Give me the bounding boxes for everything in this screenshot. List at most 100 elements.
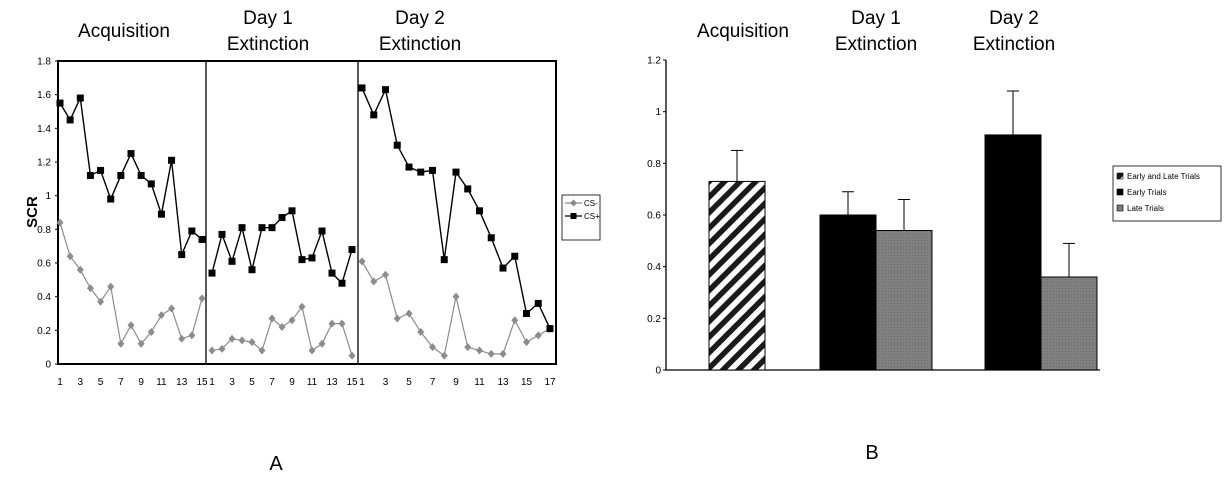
x-tick-label: 9 bbox=[289, 377, 295, 388]
data-point-cs-minus bbox=[66, 252, 74, 261]
data-point-cs-minus bbox=[56, 218, 64, 227]
legend-swatch bbox=[1116, 204, 1124, 212]
legend-label: Early and Late Trials bbox=[1127, 172, 1200, 181]
data-point-cs-minus bbox=[308, 346, 316, 355]
legend-swatch bbox=[1116, 188, 1124, 196]
group-title: Extinction bbox=[973, 34, 1055, 55]
y-tick-label: 0.4 bbox=[647, 262, 661, 273]
bar-early-trials bbox=[984, 134, 1042, 371]
data-point-cs-minus bbox=[127, 321, 135, 330]
x-tick-label: 7 bbox=[430, 377, 436, 388]
data-point-cs-plus bbox=[328, 269, 336, 277]
data-point-cs-minus bbox=[147, 328, 155, 337]
y-tick-label: 0.6 bbox=[37, 259, 51, 270]
data-point-cs-minus bbox=[137, 339, 145, 348]
data-point-cs-plus bbox=[338, 279, 346, 287]
y-tick-label: 1 bbox=[45, 191, 51, 202]
x-tick-label: 9 bbox=[453, 377, 459, 388]
data-point-cs-minus bbox=[76, 265, 84, 274]
data-point-cs-plus bbox=[228, 257, 236, 265]
panel-label-a: A bbox=[269, 453, 283, 473]
x-tick-label: 7 bbox=[118, 377, 124, 388]
x-tick-label: 11 bbox=[307, 377, 318, 388]
y-tick-label: 0 bbox=[655, 366, 661, 377]
x-tick-label: 5 bbox=[406, 377, 412, 388]
x-tick-label: 7 bbox=[269, 377, 275, 388]
data-point-cs-minus bbox=[348, 351, 356, 360]
data-point-cs-plus bbox=[298, 256, 306, 264]
y-tick-label: 1.4 bbox=[37, 124, 51, 135]
data-point-cs-minus bbox=[258, 346, 266, 355]
data-point-cs-plus bbox=[308, 254, 316, 262]
data-point-cs-plus bbox=[168, 156, 176, 164]
y-tick-label: 0.6 bbox=[647, 211, 661, 222]
data-point-cs-plus bbox=[499, 264, 507, 272]
data-point-cs-plus bbox=[278, 214, 286, 222]
y-tick-label: 1.6 bbox=[37, 90, 51, 101]
data-point-cs-plus bbox=[348, 246, 356, 254]
data-point-cs-plus bbox=[258, 224, 266, 232]
data-point-cs-plus bbox=[208, 269, 216, 277]
x-tick-label: 3 bbox=[383, 377, 389, 388]
data-point-cs-plus bbox=[382, 86, 389, 94]
data-point-cs-minus bbox=[452, 292, 460, 301]
data-point-cs-minus bbox=[178, 334, 186, 343]
data-point-cs-plus bbox=[358, 84, 366, 92]
data-point-cs-minus bbox=[107, 282, 115, 291]
legend-box-b bbox=[1112, 165, 1222, 222]
group-title: Day 2 bbox=[989, 8, 1039, 29]
data-point-cs-plus bbox=[157, 210, 165, 218]
legend-b: Early and Late Trials Early Trials Late Tr… bbox=[1112, 165, 1222, 222]
data-point-cs-plus bbox=[238, 224, 246, 232]
series-line-cs-minus bbox=[361, 261, 551, 357]
y-tick-label: 1.8 bbox=[37, 57, 51, 68]
panel-b-bar-chart: 0 0.2 0.4 0.6 0.8 1 1.2 Acquisition Day 1 Extinct… bbox=[647, 8, 1222, 464]
data-point-cs-plus bbox=[288, 207, 296, 215]
y-tick-label: 0.4 bbox=[37, 292, 51, 303]
data-point-cs-minus bbox=[248, 338, 256, 347]
data-point-cs-minus bbox=[188, 331, 196, 340]
bar-early-and-late-trials bbox=[708, 180, 766, 371]
x-tick-label: 11 bbox=[156, 377, 167, 388]
panel-a-line-chart: 0 0.2 0.4 0.6 0.8 1 1.2 1.4 1.6 1.8 SCR Acquisition… bbox=[24, 8, 601, 475]
legend-a: CS- CS+ bbox=[561, 194, 601, 241]
group-title: Day 1 bbox=[851, 8, 901, 29]
data-point-cs-minus bbox=[511, 316, 519, 325]
data-point-cs-minus bbox=[499, 349, 507, 358]
data-point-cs-minus bbox=[117, 339, 125, 348]
series-line-cs-minus bbox=[211, 305, 353, 356]
data-point-cs-minus bbox=[440, 351, 448, 360]
plot-frame-a bbox=[57, 60, 557, 365]
y-axis-label: SCR bbox=[24, 196, 41, 228]
data-point-cs-plus bbox=[511, 252, 519, 260]
data-point-cs-minus bbox=[358, 257, 366, 266]
data-point-cs-plus bbox=[76, 94, 84, 102]
data-point-cs-plus bbox=[268, 224, 276, 232]
data-point-cs-plus bbox=[464, 185, 472, 193]
x-tick-label: 13 bbox=[176, 377, 188, 388]
y-tick-label: 1.2 bbox=[37, 158, 51, 169]
data-point-cs-minus bbox=[218, 344, 226, 353]
data-point-cs-plus bbox=[523, 310, 530, 317]
x-tick-label: 15 bbox=[346, 377, 358, 388]
data-point-cs-minus bbox=[298, 302, 306, 311]
x-tick-label: 3 bbox=[229, 377, 235, 388]
data-point-cs-plus bbox=[487, 234, 495, 242]
data-point-cs-plus bbox=[417, 168, 425, 176]
data-point-cs-plus bbox=[429, 166, 436, 174]
data-point-cs-plus bbox=[178, 251, 186, 259]
legend-marker-cs-minus bbox=[570, 199, 577, 207]
data-point-cs-plus bbox=[440, 256, 448, 264]
data-point-cs-plus bbox=[452, 168, 460, 176]
legend-label-cs-plus: CS+ bbox=[584, 212, 600, 221]
data-point-cs-minus bbox=[318, 339, 326, 348]
data-point-cs-minus bbox=[238, 336, 246, 345]
data-point-cs-plus bbox=[405, 163, 413, 171]
data-point-cs-minus bbox=[476, 346, 483, 355]
data-point-cs-plus bbox=[127, 150, 135, 158]
phase-title: Extinction bbox=[227, 34, 309, 55]
data-point-cs-minus bbox=[208, 346, 216, 355]
phase-title: Day 1 bbox=[243, 8, 293, 29]
data-point-cs-plus bbox=[137, 171, 145, 179]
